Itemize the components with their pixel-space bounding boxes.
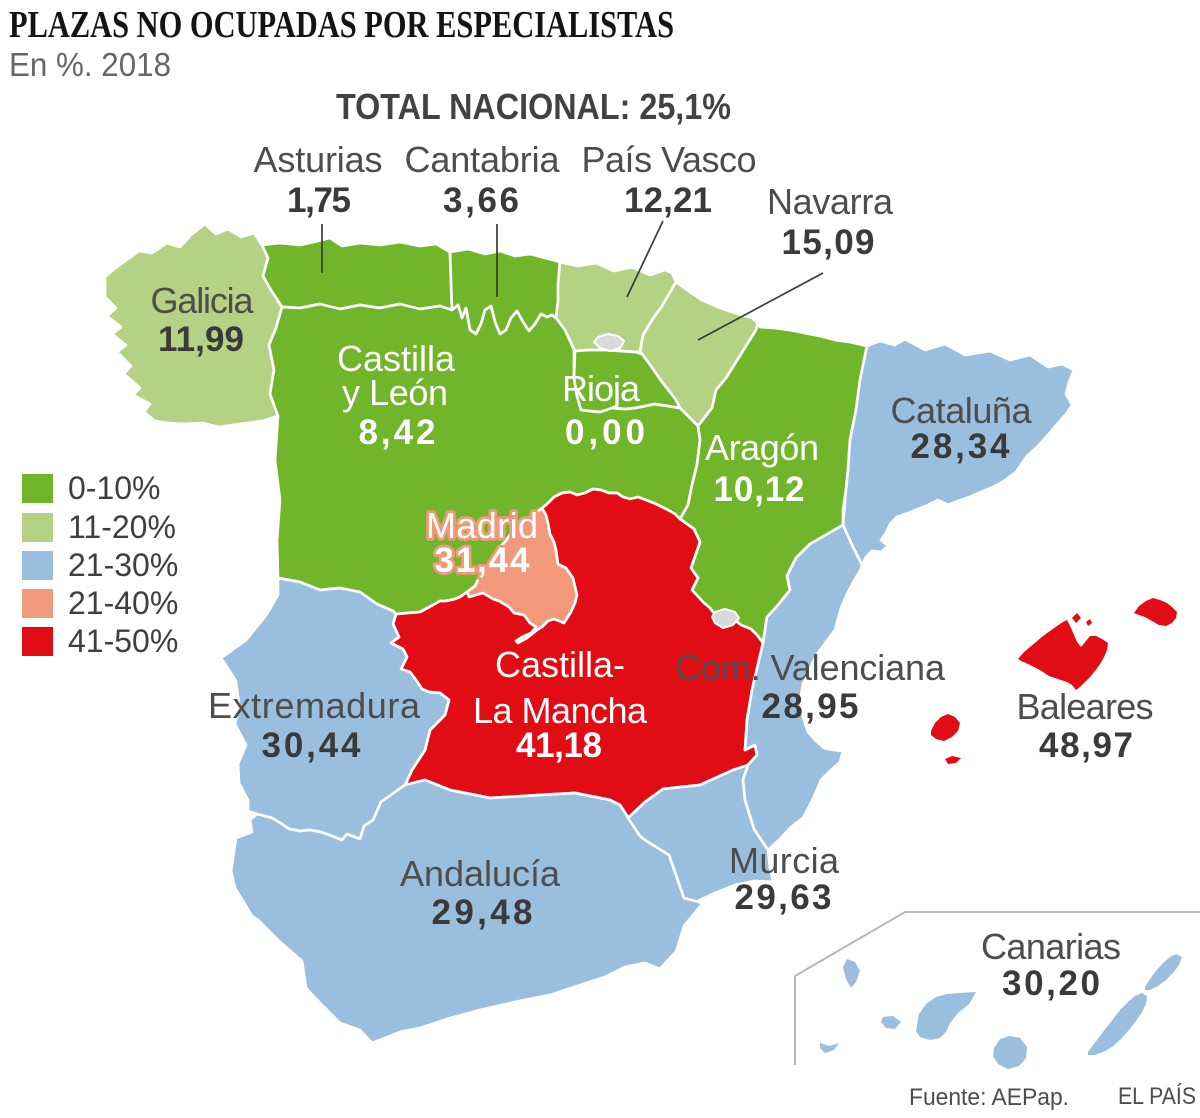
svg-text:48,97: 48,97 bbox=[1039, 726, 1133, 765]
svg-text:21-40%: 21-40% bbox=[68, 585, 178, 621]
svg-text:28,95: 28,95 bbox=[762, 687, 859, 726]
svg-text:28,34: 28,34 bbox=[911, 427, 1011, 466]
svg-text:Aragón: Aragón bbox=[705, 427, 819, 468]
svg-text:41,18: 41,18 bbox=[516, 726, 602, 765]
svg-text:30,44: 30,44 bbox=[262, 726, 362, 765]
svg-text:Extremadura: Extremadura bbox=[208, 685, 421, 726]
svg-text:29,63: 29,63 bbox=[735, 878, 832, 917]
svg-text:Castilla-: Castilla- bbox=[495, 644, 625, 685]
svg-text:21-30%: 21-30% bbox=[68, 547, 178, 583]
svg-text:Cantabria: Cantabria bbox=[405, 139, 561, 180]
svg-text:Madrid: Madrid bbox=[426, 505, 538, 546]
svg-text:Galicia: Galicia bbox=[151, 280, 255, 321]
svg-text:41-50%: 41-50% bbox=[68, 623, 178, 659]
svg-text:Baleares: Baleares bbox=[1017, 686, 1154, 727]
svg-text:10,12: 10,12 bbox=[714, 470, 805, 509]
svg-text:11-20%: 11-20% bbox=[68, 509, 176, 545]
svg-text:Cataluña: Cataluña bbox=[891, 390, 1033, 431]
svg-text:1,75: 1,75 bbox=[287, 181, 351, 220]
svg-text:La Mancha: La Mancha bbox=[473, 690, 648, 731]
svg-text:Andalucía: Andalucía bbox=[400, 853, 561, 894]
svg-text:Fuente: AEPap.: Fuente: AEPap. bbox=[909, 1084, 1069, 1111]
svg-text:15,09: 15,09 bbox=[782, 223, 875, 262]
svg-text:31,44: 31,44 bbox=[435, 541, 531, 580]
svg-text:29,48: 29,48 bbox=[432, 893, 533, 932]
svg-text:y León: y León bbox=[342, 372, 448, 413]
svg-text:8,42: 8,42 bbox=[359, 413, 436, 452]
svg-text:30,20: 30,20 bbox=[1002, 964, 1100, 1003]
svg-text:12,21: 12,21 bbox=[624, 181, 712, 220]
svg-text:En %. 2018: En %. 2018 bbox=[9, 46, 171, 83]
svg-text:Canarias: Canarias bbox=[981, 926, 1121, 967]
svg-text:Murcia: Murcia bbox=[729, 840, 840, 881]
svg-text:11,99: 11,99 bbox=[158, 320, 244, 359]
svg-text:0,00: 0,00 bbox=[565, 413, 645, 452]
svg-text:Rioja: Rioja bbox=[562, 368, 641, 409]
svg-text:3,66: 3,66 bbox=[443, 181, 519, 220]
svg-text:País Vasco: País Vasco bbox=[582, 139, 757, 180]
svg-text:Castilla: Castilla bbox=[337, 338, 456, 379]
svg-text:Asturias: Asturias bbox=[254, 139, 383, 180]
svg-text:0-10%: 0-10% bbox=[68, 470, 161, 506]
svg-text:PLAZAS NO OCUPADAS POR ESPECIA: PLAZAS NO OCUPADAS POR ESPECIALISTAS bbox=[9, 4, 674, 46]
svg-text:Com. Valenciana: Com. Valenciana bbox=[675, 647, 946, 688]
svg-text:TOTAL NACIONAL: 25,1%: TOTAL NACIONAL: 25,1% bbox=[336, 86, 731, 127]
svg-text:EL PAÍS: EL PAÍS bbox=[1118, 1083, 1196, 1110]
svg-text:Navarra: Navarra bbox=[767, 181, 894, 222]
